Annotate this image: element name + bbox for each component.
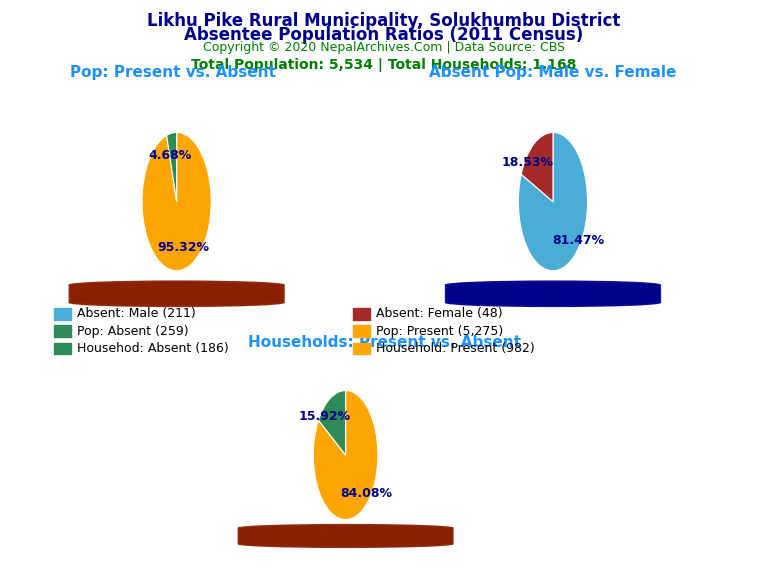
Ellipse shape <box>69 289 284 297</box>
Text: 84.08%: 84.08% <box>340 487 392 500</box>
Ellipse shape <box>69 292 284 300</box>
Wedge shape <box>319 391 346 455</box>
Ellipse shape <box>69 284 284 292</box>
Ellipse shape <box>445 281 660 289</box>
Text: Total Population: 5,534 | Total Households: 1,168: Total Population: 5,534 | Total Househol… <box>191 58 577 71</box>
Wedge shape <box>518 132 588 271</box>
Ellipse shape <box>445 292 660 300</box>
Text: Household: Present (982): Household: Present (982) <box>376 342 535 355</box>
Text: Absentee Population Ratios (2011 Census): Absentee Population Ratios (2011 Census) <box>184 26 584 44</box>
Ellipse shape <box>69 286 284 294</box>
Ellipse shape <box>445 286 660 294</box>
Ellipse shape <box>69 287 284 295</box>
Ellipse shape <box>69 290 284 298</box>
Text: Pop: Absent (259): Pop: Absent (259) <box>77 325 188 338</box>
Wedge shape <box>142 132 211 271</box>
Text: 95.32%: 95.32% <box>157 241 210 254</box>
Text: Copyright © 2020 NepalArchives.Com | Data Source: CBS: Copyright © 2020 NepalArchives.Com | Dat… <box>203 41 565 55</box>
Ellipse shape <box>69 281 284 289</box>
Text: Likhu Pike Rural Municipality, Solukhumbu District: Likhu Pike Rural Municipality, Solukhumb… <box>147 12 621 29</box>
Ellipse shape <box>238 533 453 540</box>
Ellipse shape <box>445 290 660 298</box>
Ellipse shape <box>445 297 660 305</box>
Ellipse shape <box>238 529 453 536</box>
Ellipse shape <box>69 294 284 302</box>
Ellipse shape <box>238 539 453 546</box>
Ellipse shape <box>69 297 284 305</box>
Text: Absent: Female (48): Absent: Female (48) <box>376 308 503 320</box>
Text: Absent Pop: Male vs. Female: Absent Pop: Male vs. Female <box>429 65 677 79</box>
Text: 81.47%: 81.47% <box>552 234 604 247</box>
Ellipse shape <box>445 295 660 304</box>
Ellipse shape <box>69 295 284 304</box>
Wedge shape <box>521 132 553 202</box>
Ellipse shape <box>238 532 453 539</box>
Ellipse shape <box>238 537 453 544</box>
Ellipse shape <box>445 283 660 291</box>
Ellipse shape <box>445 284 660 292</box>
Ellipse shape <box>445 287 660 295</box>
Ellipse shape <box>238 530 453 537</box>
Text: Househod: Absent (186): Househod: Absent (186) <box>77 342 229 355</box>
Ellipse shape <box>238 535 453 541</box>
Ellipse shape <box>238 536 453 543</box>
Text: 4.68%: 4.68% <box>148 149 191 162</box>
Ellipse shape <box>445 294 660 302</box>
Wedge shape <box>167 132 177 202</box>
Ellipse shape <box>445 289 660 297</box>
Text: Absent: Male (211): Absent: Male (211) <box>77 308 196 320</box>
Ellipse shape <box>238 528 453 535</box>
Ellipse shape <box>445 298 660 306</box>
Wedge shape <box>313 391 378 520</box>
Ellipse shape <box>238 540 453 547</box>
Ellipse shape <box>69 283 284 291</box>
Text: 18.53%: 18.53% <box>502 156 553 169</box>
Ellipse shape <box>238 525 453 532</box>
Text: Pop: Present (5,275): Pop: Present (5,275) <box>376 325 504 338</box>
Text: 15.92%: 15.92% <box>299 410 351 423</box>
Ellipse shape <box>69 298 284 306</box>
Ellipse shape <box>238 526 453 533</box>
Text: Households: Present vs. Absent: Households: Present vs. Absent <box>247 335 521 350</box>
Text: Pop: Present vs. Absent: Pop: Present vs. Absent <box>70 65 276 79</box>
